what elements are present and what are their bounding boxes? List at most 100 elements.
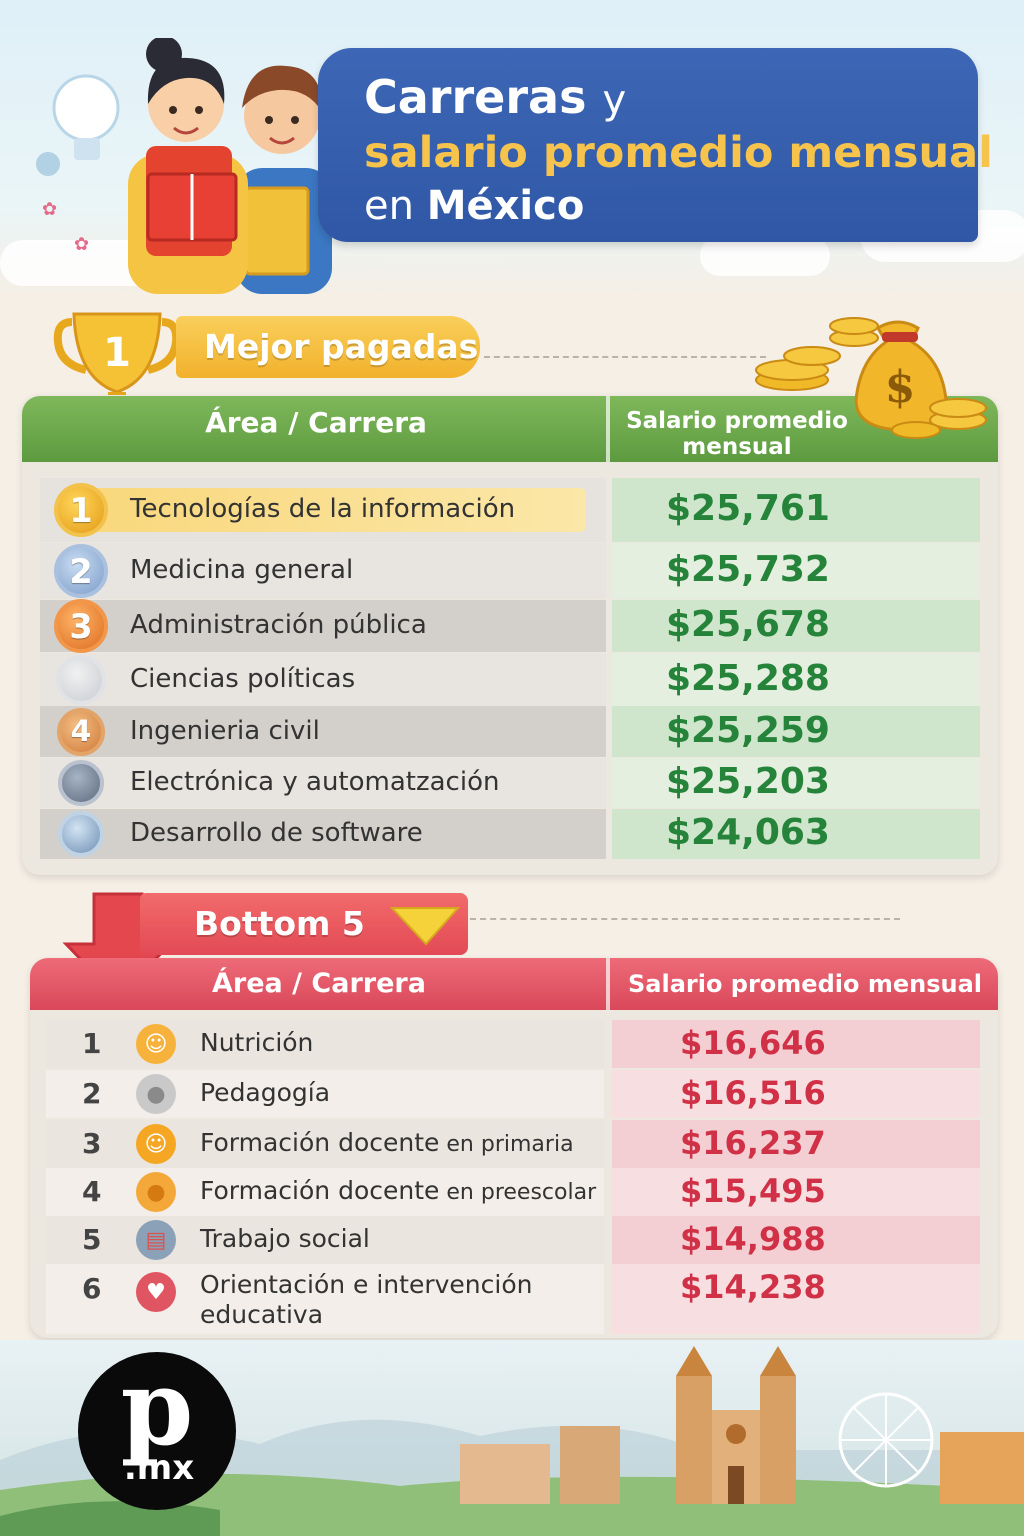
col-header-career: Área / Carrera: [212, 968, 426, 999]
career-cell: [46, 1020, 604, 1068]
career-name: Electrónica y automatzación: [130, 767, 500, 797]
rank-medal-icon: [58, 760, 104, 806]
title-line-2: salario promedio mensual: [364, 128, 993, 178]
site-logo[interactable]: p .mx: [78, 1346, 236, 1510]
rank-number: 2: [82, 1077, 102, 1110]
table-row: 4 ● Formación docente en preescolar $15,495: [46, 1168, 980, 1216]
table-row: 1 ☺ Nutrición $16,646: [46, 1020, 980, 1068]
career-icon: ☺: [136, 1124, 176, 1164]
rank-medal-icon: 4: [57, 707, 105, 756]
svg-text:✿: ✿: [74, 234, 89, 255]
rank-number: 4: [82, 1175, 102, 1208]
salary-value: $25,288: [666, 657, 830, 699]
trophy-rank: 1: [103, 330, 131, 376]
career-name: Desarrollo de software: [130, 818, 423, 848]
top-table-header: Área / Carrera Salario promedio mensual: [22, 396, 998, 462]
salary-value: $25,678: [666, 604, 830, 645]
salary-cell: [612, 653, 980, 706]
table-row: Ciencias políticas $25,288: [40, 653, 980, 706]
career-name: Formación docente en preescolar: [200, 1176, 597, 1205]
bottom-table-header: Área / Carrera Salario promedio mensual: [30, 958, 998, 1010]
career-cell: [40, 600, 606, 652]
students-illustration: [128, 38, 332, 294]
career-icon: ▤: [136, 1220, 176, 1260]
career-name: Formación docente en primaria: [200, 1128, 574, 1157]
table-row: 2 ● Pedagogía $16,516: [46, 1070, 980, 1118]
career-cell: [40, 706, 606, 757]
salary-value: $16,646: [680, 1024, 826, 1062]
section-label-top: Mejor pagadas: [176, 316, 480, 378]
table-row: 3 ☺ Formación docente en primaria $16,237: [46, 1120, 980, 1168]
salary-value: $24,063: [666, 812, 830, 853]
salary-value: $25,259: [666, 709, 830, 751]
table-row: 2 Medicina general $25,732: [40, 543, 980, 599]
salary-value: $16,237: [680, 1124, 826, 1162]
career-name: Ciencias políticas: [130, 663, 356, 694]
logo-letter: p: [120, 1346, 194, 1469]
cloud: [700, 236, 830, 276]
career-name: Tecnologías de la información: [130, 494, 516, 524]
title-box: [318, 48, 978, 242]
table-row: Electrónica y automatzación $25,203: [40, 758, 980, 808]
salary-cell: [612, 706, 980, 757]
rank-medal-icon: 3: [54, 599, 108, 653]
career-cell: [40, 809, 606, 859]
table-row: 4 Ingenieria civil $25,259: [40, 706, 980, 757]
col-header-salary: Salario promedio mensual: [626, 408, 848, 460]
salary-cell: [612, 1216, 980, 1264]
salary-value: $25,761: [666, 488, 830, 529]
career-cell: [40, 653, 606, 706]
col-header-salary: Salario promedio mensual: [627, 970, 982, 998]
table-row: 5 ▤ Trabajo social $14,988: [46, 1216, 980, 1264]
rank-medal-icon: [56, 654, 106, 705]
divider: [470, 918, 900, 920]
svg-text:$: $: [885, 362, 916, 413]
city-skyline: [0, 1346, 1024, 1536]
divider: [484, 356, 766, 358]
rank-medal-icon: 2: [54, 544, 108, 598]
career-name: Trabajo social: [200, 1224, 370, 1253]
svg-text:✿: ✿: [42, 199, 57, 220]
career-name: Ingenieria civil: [130, 715, 320, 746]
table-row: 6 ♥ Orientación e intervención educativa $14…: [46, 1264, 980, 1334]
career-name: Pedagogía: [200, 1078, 331, 1107]
rank-medal-icon: 1: [54, 483, 108, 537]
career-cell: [40, 543, 606, 599]
salary-cell: [612, 758, 980, 808]
career-name: Medicina general: [130, 555, 354, 585]
col-divider: [606, 958, 610, 1010]
salary-value: $15,495: [680, 1172, 826, 1210]
career-name: Orientación e intervención educativa: [200, 1270, 533, 1329]
career-cell: [40, 758, 606, 808]
career-icon: ●: [136, 1074, 176, 1114]
career-icon: ●: [136, 1172, 176, 1212]
col-divider: [606, 396, 610, 462]
salary-value: $14,988: [680, 1220, 826, 1258]
career-icon: ☺: [136, 1024, 176, 1064]
career-name: Administración pública: [130, 610, 427, 640]
salary-cell: [612, 809, 980, 859]
career-icon: ♥: [136, 1272, 176, 1312]
career-name: Nutrición: [200, 1028, 314, 1057]
salary-cell: [612, 1168, 980, 1216]
salary-value: $25,203: [666, 761, 830, 802]
table-row: Desarrollo de software $24,063: [40, 809, 980, 859]
salary-cell: [612, 1070, 980, 1118]
salary-cell: [612, 543, 980, 599]
rank-number: 5: [82, 1223, 102, 1256]
rank-number: 3: [82, 1127, 102, 1160]
rank-medal-icon: [58, 811, 104, 857]
salary-cell: [612, 1120, 980, 1168]
yellow-triangle-icon: [390, 907, 460, 946]
table-row: 1 Tecnologías de la información $25,761: [40, 478, 980, 542]
logo-suffix: .mx: [123, 1448, 195, 1488]
lightbulb-icon: ✿ ✿: [36, 74, 120, 255]
salary-cell: [612, 600, 980, 652]
highlight-ribbon: [60, 488, 586, 532]
rank-number: 6: [82, 1272, 102, 1305]
title-line-1: Carreras y: [364, 70, 627, 124]
salary-cell: [612, 1020, 980, 1068]
salary-cell: [612, 1264, 980, 1334]
rank-number: 1: [82, 1027, 102, 1060]
